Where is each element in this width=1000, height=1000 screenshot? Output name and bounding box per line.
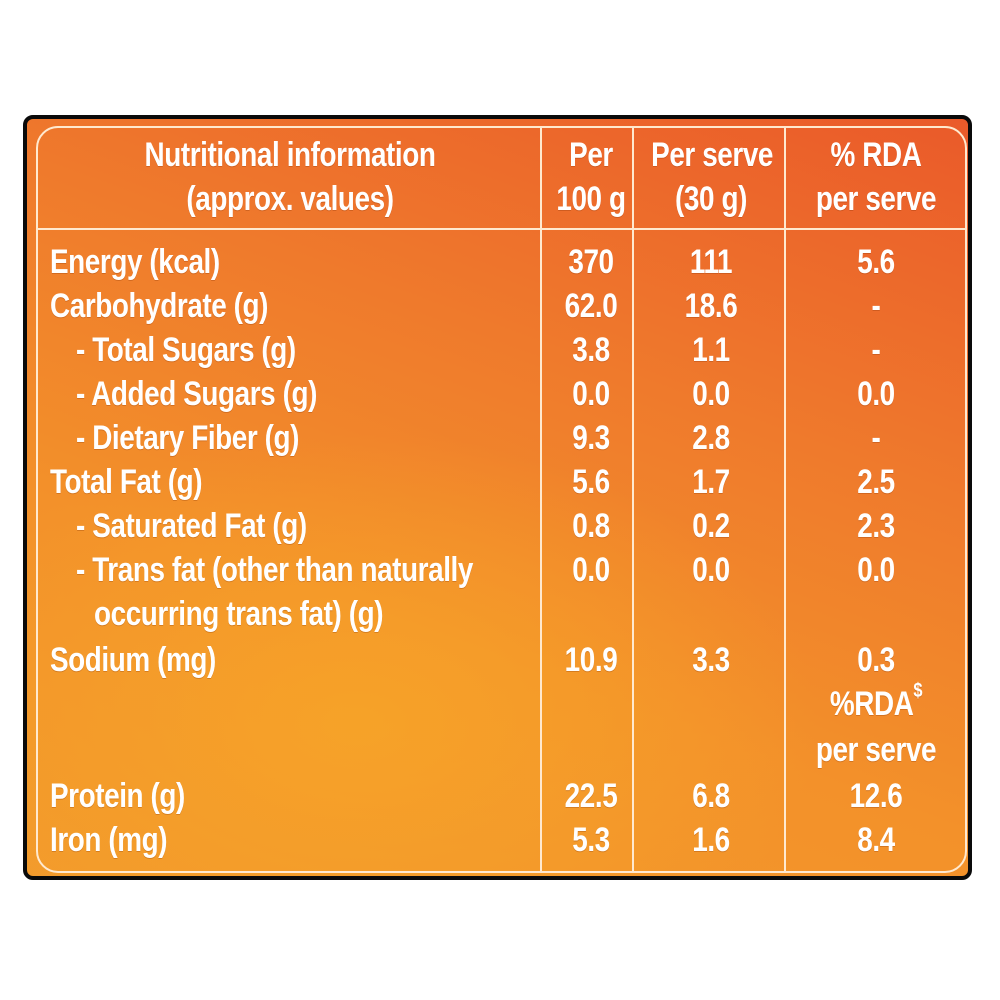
- header-approx-values: (approx. values): [186, 180, 394, 218]
- row-per-100g: 10.9: [564, 641, 618, 679]
- row-per-100g: 5.3: [572, 821, 610, 859]
- row-rda: -: [871, 331, 881, 369]
- rda-subheader-line2: per serve: [815, 731, 937, 769]
- row-per-serve: 6.8: [692, 777, 730, 815]
- row-per-serve: 111: [689, 243, 733, 281]
- row-label-line2: occurring trans fat) (g): [94, 595, 384, 633]
- row-label: - Total Sugars (g): [76, 331, 296, 369]
- row-per-serve: 1.6: [692, 821, 730, 859]
- column-divider-1: [540, 128, 542, 872]
- nutrition-table-frame: [36, 126, 967, 873]
- row-label: Energy (kcal): [50, 243, 220, 281]
- row-per-serve: 2.8: [692, 419, 730, 457]
- row-per-100g: 22.5: [564, 777, 618, 815]
- header-rda-line2: per serve: [815, 180, 937, 218]
- row-per-100g: 9.3: [572, 419, 610, 457]
- rda-subheader-line1: %RDA$: [802, 679, 950, 726]
- row-per-100g: 62.0: [564, 287, 618, 325]
- header-per-serve-line1: Per serve: [651, 136, 774, 174]
- row-rda: 8.4: [857, 821, 895, 859]
- rda-subheader-label: %RDA: [829, 685, 914, 723]
- row-label: Iron (mg): [50, 821, 168, 859]
- row-label: - Dietary Fiber (g): [76, 419, 300, 457]
- row-rda: 0.0: [857, 375, 895, 413]
- row-rda: 12.6: [849, 777, 903, 815]
- row-per-serve: 0.0: [692, 375, 730, 413]
- row-label: - Trans fat (other than naturally: [76, 551, 473, 589]
- column-divider-2: [632, 128, 634, 872]
- row-rda: 0.3: [857, 641, 895, 679]
- rda-superscript: $: [913, 679, 923, 702]
- row-per-100g: 5.6: [572, 463, 610, 501]
- row-per-100g: 0.0: [572, 375, 610, 413]
- row-rda: -: [871, 287, 881, 325]
- row-per-serve: 0.0: [692, 551, 730, 589]
- row-label: Total Fat (g): [50, 463, 203, 501]
- header-nutrition-info: Nutritional information: [144, 136, 436, 174]
- row-label: - Added Sugars (g): [76, 375, 317, 413]
- column-divider-3: [784, 128, 786, 872]
- row-per-100g: 3.8: [572, 331, 610, 369]
- row-label: Protein (g): [50, 777, 185, 815]
- row-per-serve: 0.2: [692, 507, 730, 545]
- row-rda: 0.0: [857, 551, 895, 589]
- row-per-serve: 18.6: [684, 287, 738, 325]
- row-label: Carbohydrate (g): [50, 287, 269, 325]
- row-per-serve: 3.3: [692, 641, 730, 679]
- row-per-100g: 0.0: [572, 551, 610, 589]
- row-label: Sodium (mg): [50, 641, 216, 679]
- row-per-serve: 1.1: [692, 331, 730, 369]
- row-rda: 5.6: [857, 243, 895, 281]
- header-rda-line1: % RDA: [830, 136, 922, 174]
- row-rda: 2.5: [857, 463, 895, 501]
- row-per-100g: 0.8: [572, 507, 610, 545]
- nutrition-label-panel: [23, 115, 972, 880]
- header-per-100g-line1: Per: [569, 136, 613, 174]
- header-divider: [37, 228, 966, 230]
- header-per-100g-line2: 100 g: [556, 180, 626, 218]
- row-rda: -: [871, 419, 881, 457]
- row-label: - Saturated Fat (g): [76, 507, 307, 545]
- row-per-100g: 370: [568, 243, 614, 281]
- header-per-serve-line2: (30 g): [675, 180, 747, 218]
- row-rda: 2.3: [857, 507, 895, 545]
- row-per-serve: 1.7: [692, 463, 730, 501]
